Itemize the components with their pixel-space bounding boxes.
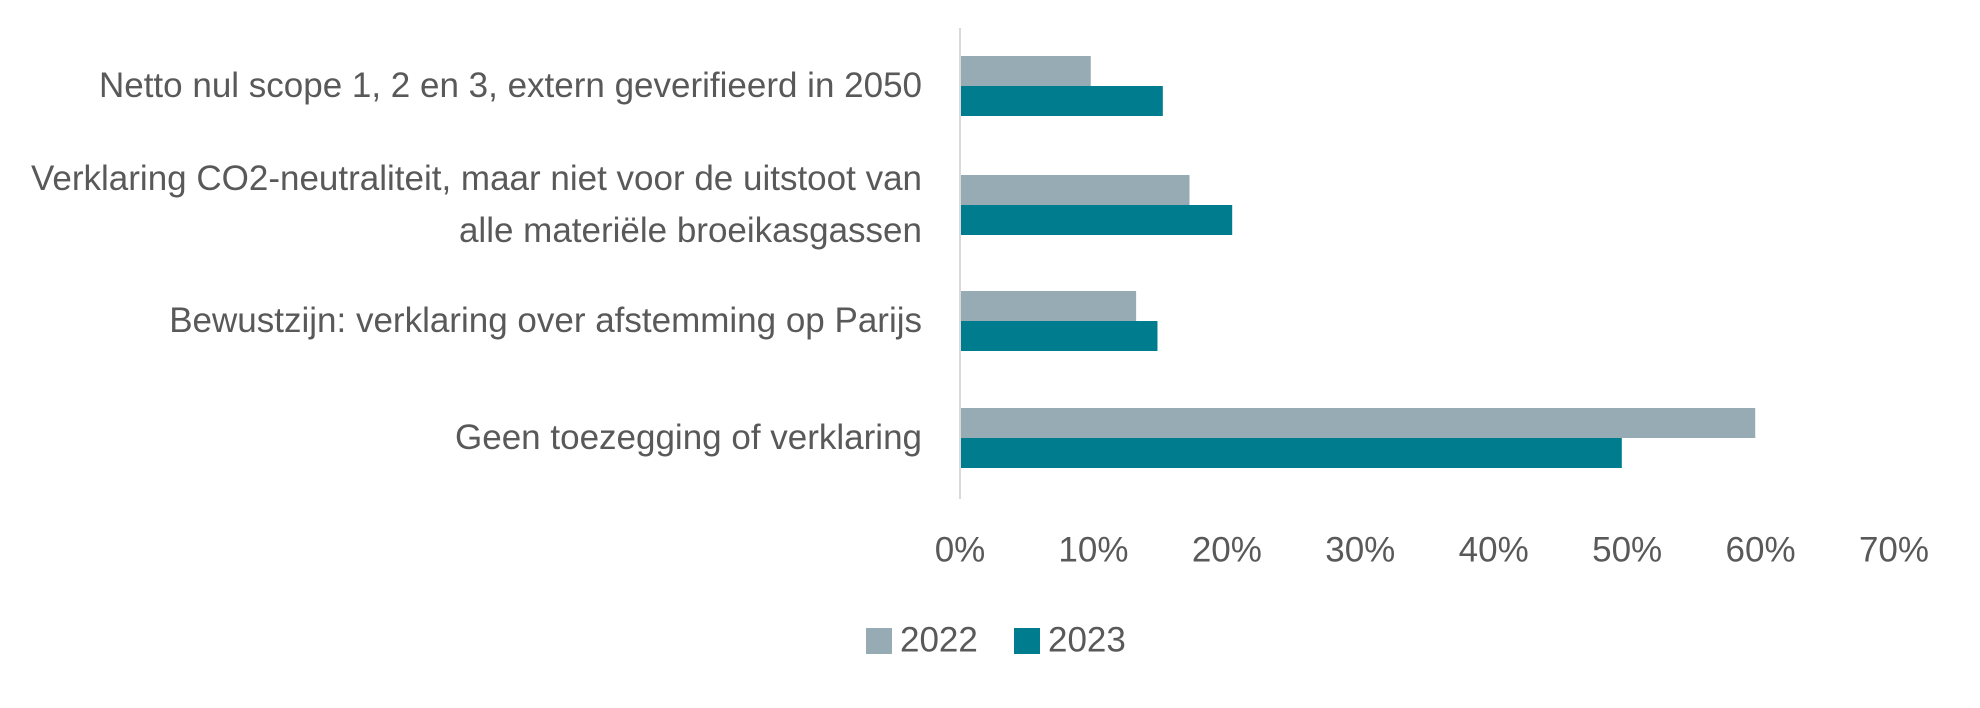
x-tick-label: 50%: [1592, 530, 1662, 569]
bar: [960, 291, 1137, 321]
legend-label: 2022: [900, 620, 978, 659]
bar: [960, 321, 1158, 351]
x-tick-label: 60%: [1726, 530, 1796, 569]
category-label: Bewustzijn: verklaring over afstemming o…: [169, 301, 922, 340]
x-tick-label: 10%: [1058, 530, 1128, 569]
bar: [960, 408, 1756, 438]
bar: [960, 205, 1233, 235]
bar: [960, 86, 1163, 116]
category-label: Netto nul scope 1, 2 en 3, extern geveri…: [98, 66, 922, 105]
category-label: Geen toezegging of verklaring: [455, 418, 922, 457]
legend-label: 2023: [1048, 620, 1126, 659]
bar: [960, 56, 1091, 86]
bar: [960, 438, 1622, 468]
x-tick-label: 40%: [1459, 530, 1529, 569]
x-tick-label: 70%: [1859, 530, 1929, 569]
legend-swatch: [1014, 628, 1040, 654]
x-tick-label: 20%: [1192, 530, 1262, 569]
x-tick-label: 30%: [1325, 530, 1395, 569]
category-label: Verklaring CO2-neutraliteit, maar niet v…: [31, 159, 922, 250]
bar: [960, 175, 1190, 205]
x-tick-label: 0%: [935, 530, 986, 569]
legend-swatch: [866, 628, 892, 654]
